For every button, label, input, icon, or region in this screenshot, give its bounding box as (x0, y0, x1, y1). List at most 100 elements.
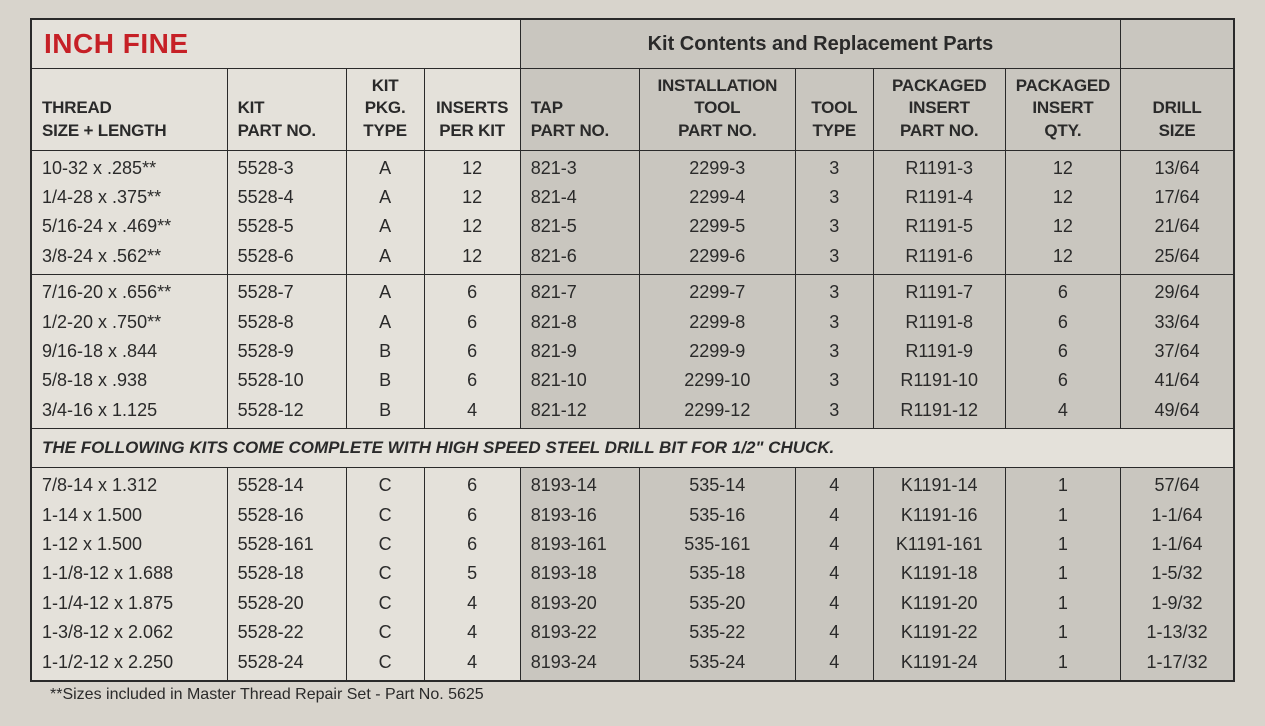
cell-tap: 8193-18 (520, 559, 639, 588)
cell-tt: 3 (795, 366, 873, 395)
cell-ins: 6 (424, 366, 520, 395)
cell-thread: 1-12 x 1.500 (31, 530, 227, 559)
cell-thread: 1-14 x 1.500 (31, 501, 227, 530)
cell-pkg: C (346, 559, 424, 588)
cell-pins: K1191-161 (873, 530, 1005, 559)
cell-thread: 7/8-14 x 1.312 (31, 468, 227, 501)
cell-pins: R1191-9 (873, 337, 1005, 366)
cell-kit: 5528-4 (227, 183, 346, 212)
cell-ins: 4 (424, 648, 520, 681)
table-row: 1-1/4-12 x 1.8755528-20C48193-20535-204K… (31, 589, 1234, 618)
cell-thread: 7/16-20 x .656** (31, 275, 227, 308)
cell-tap: 821-3 (520, 150, 639, 183)
cell-inst: 2299-10 (639, 366, 795, 395)
cell-pins: K1191-22 (873, 618, 1005, 647)
cell-pins: R1191-10 (873, 366, 1005, 395)
table-row: 9/16-18 x .8445528-9B6821-92299-93R1191-… (31, 337, 1234, 366)
cell-pins: K1191-20 (873, 589, 1005, 618)
cell-tt: 4 (795, 530, 873, 559)
cell-thread: 1-3/8-12 x 2.062 (31, 618, 227, 647)
cell-tap: 8193-16 (520, 501, 639, 530)
table-title: INCH FINE (31, 19, 520, 69)
cell-tt: 3 (795, 150, 873, 183)
table-row: 1/4-28 x .375**5528-4A12821-42299-43R119… (31, 183, 1234, 212)
col-inserts: INSERTS PER KIT (424, 69, 520, 150)
cell-ins: 12 (424, 242, 520, 275)
cell-pkg: C (346, 618, 424, 647)
cell-ins: 6 (424, 337, 520, 366)
cell-pq: 12 (1005, 183, 1120, 212)
cell-tap: 821-4 (520, 183, 639, 212)
cell-inst: 2299-5 (639, 212, 795, 241)
cell-pq: 1 (1005, 559, 1120, 588)
cell-pq: 1 (1005, 530, 1120, 559)
cell-pkg: A (346, 183, 424, 212)
cell-inst: 2299-3 (639, 150, 795, 183)
cell-ins: 6 (424, 530, 520, 559)
cell-ins: 6 (424, 275, 520, 308)
cell-pq: 6 (1005, 308, 1120, 337)
cell-drill: 1-9/32 (1121, 589, 1234, 618)
col-install: INSTALLATION TOOL PART NO. (639, 69, 795, 150)
cell-thread: 3/4-16 x 1.125 (31, 396, 227, 429)
table-row: 1-3/8-12 x 2.0625528-22C48193-22535-224K… (31, 618, 1234, 647)
cell-tt: 3 (795, 337, 873, 366)
cell-kit: 5528-6 (227, 242, 346, 275)
cell-pq: 1 (1005, 618, 1120, 647)
cell-tt: 4 (795, 501, 873, 530)
cell-pkg: C (346, 530, 424, 559)
cell-tap: 821-5 (520, 212, 639, 241)
cell-ins: 12 (424, 212, 520, 241)
table-row: 1-1/2-12 x 2.2505528-24C48193-24535-244K… (31, 648, 1234, 681)
cell-tt: 3 (795, 242, 873, 275)
cell-pins: R1191-6 (873, 242, 1005, 275)
cell-thread: 1/2-20 x .750** (31, 308, 227, 337)
col-pkgins: PACKAGED INSERT PART NO. (873, 69, 1005, 150)
table-row: 1-14 x 1.5005528-16C68193-16535-164K1191… (31, 501, 1234, 530)
cell-inst: 535-24 (639, 648, 795, 681)
cell-inst: 2299-12 (639, 396, 795, 429)
cell-drill: 21/64 (1121, 212, 1234, 241)
cell-ins: 5 (424, 559, 520, 588)
table-row: 1-1/8-12 x 1.6885528-18C58193-18535-184K… (31, 559, 1234, 588)
cell-drill: 1-17/32 (1121, 648, 1234, 681)
col-pkgqty: PACKAGED INSERT QTY. (1005, 69, 1120, 150)
cell-pins: R1191-5 (873, 212, 1005, 241)
cell-drill: 1-1/64 (1121, 501, 1234, 530)
cell-pins: R1191-3 (873, 150, 1005, 183)
cell-inst: 2299-4 (639, 183, 795, 212)
cell-pkg: B (346, 396, 424, 429)
cell-ins: 12 (424, 150, 520, 183)
cell-pkg: C (346, 589, 424, 618)
cell-pins: R1191-12 (873, 396, 1005, 429)
cell-tt: 3 (795, 212, 873, 241)
cell-drill: 17/64 (1121, 183, 1234, 212)
cell-kit: 5528-22 (227, 618, 346, 647)
cell-drill: 13/64 (1121, 150, 1234, 183)
cell-tap: 8193-20 (520, 589, 639, 618)
cell-inst: 535-16 (639, 501, 795, 530)
cell-inst: 2299-7 (639, 275, 795, 308)
cell-ins: 6 (424, 468, 520, 501)
cell-inst: 2299-8 (639, 308, 795, 337)
cell-thread: 5/16-24 x .469** (31, 212, 227, 241)
cell-drill: 57/64 (1121, 468, 1234, 501)
cell-pkg: A (346, 242, 424, 275)
cell-tt: 4 (795, 559, 873, 588)
cell-inst: 535-18 (639, 559, 795, 588)
cell-kit: 5528-14 (227, 468, 346, 501)
cell-tap: 821-6 (520, 242, 639, 275)
cell-inst: 535-161 (639, 530, 795, 559)
cell-pq: 6 (1005, 366, 1120, 395)
cell-inst: 535-22 (639, 618, 795, 647)
table-row: 5/16-24 x .469**5528-5A12821-52299-53R11… (31, 212, 1234, 241)
cell-pq: 12 (1005, 242, 1120, 275)
cell-kit: 5528-10 (227, 366, 346, 395)
cell-pq: 12 (1005, 150, 1120, 183)
cell-kit: 5528-24 (227, 648, 346, 681)
cell-kit: 5528-9 (227, 337, 346, 366)
cell-tt: 4 (795, 589, 873, 618)
cell-ins: 4 (424, 396, 520, 429)
cell-pins: R1191-8 (873, 308, 1005, 337)
table-row: 1/2-20 x .750**5528-8A6821-82299-83R1191… (31, 308, 1234, 337)
